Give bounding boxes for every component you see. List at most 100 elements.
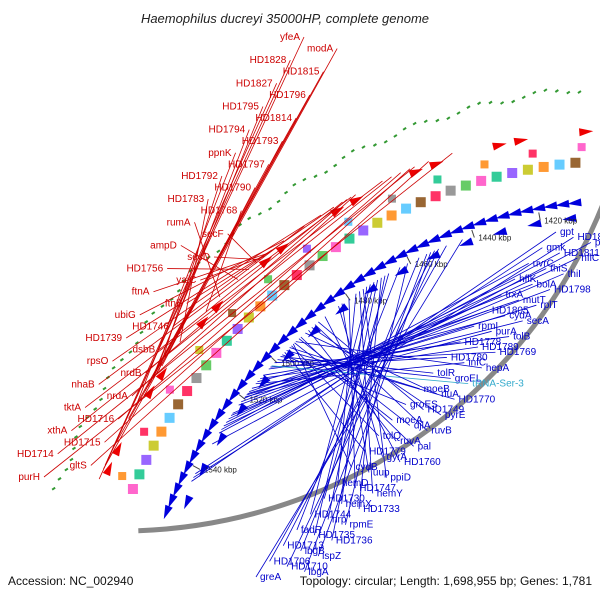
gene-label: HD1747: [359, 483, 396, 494]
leader-line: [282, 354, 407, 405]
gene-label: yfeA: [280, 32, 300, 43]
gc-dot: [283, 190, 289, 195]
forward-gene-arrow: [404, 243, 419, 254]
gene-label: HD1768: [201, 206, 238, 217]
leader-line: [90, 161, 429, 466]
forward-gene-arrow: [294, 317, 308, 330]
leader-line: [57, 166, 415, 455]
forward-gene-arrow: [460, 221, 476, 230]
forward-gene-arrow: [483, 214, 499, 222]
gene-label: gyrA: [387, 452, 408, 463]
gc-dot: [333, 163, 338, 168]
gene-label: HD1710: [291, 562, 328, 573]
gc-dot: [350, 148, 355, 153]
gene-label: secF: [202, 229, 224, 240]
gc-dot: [435, 118, 440, 123]
gc-dot: [102, 386, 107, 391]
forward-gene-arrow: [519, 205, 534, 214]
gene-label: HD1769: [499, 347, 536, 358]
gc-dot: [543, 88, 548, 93]
forward-gene-arrow: [228, 388, 241, 402]
gene-label: HD1798: [554, 285, 591, 296]
gene-label: rpsO: [87, 356, 109, 367]
forward-gene-arrow: [195, 438, 206, 454]
feature-block: [304, 260, 315, 271]
map-title: Haemophilus ducreyi 35000HP, complete ge…: [141, 11, 429, 26]
feature-block: [577, 143, 586, 152]
reverse-gene-arrow: [492, 142, 507, 151]
gene-label: hemX: [346, 499, 372, 510]
gc-dot: [98, 397, 104, 402]
forward-gene-arrow: [393, 249, 408, 260]
leader-line: [348, 298, 356, 489]
forward-gene-arrow: [201, 428, 213, 443]
gc-dot: [341, 155, 346, 160]
gc-dot: [276, 199, 281, 204]
gene-label: HD1739: [85, 333, 122, 344]
tick-label: 1480 kbp: [354, 296, 387, 305]
gene-label: tktA: [64, 403, 82, 414]
leader-line: [284, 352, 366, 452]
gene-label: dsbB: [132, 345, 155, 356]
leader-line: [295, 341, 482, 369]
forward-gene-arrow: [258, 375, 271, 389]
gc-dot: [393, 134, 398, 138]
gc-dot: [412, 121, 417, 126]
gene-label: ubiG: [115, 310, 136, 321]
gc-dot: [93, 407, 98, 411]
leader-line: [223, 257, 578, 427]
leader-line: [300, 336, 414, 447]
reverse-gene-labels: yfeAmodAHD1828HD1815HD1827HD1796HD1795HD…: [17, 32, 453, 483]
tick-label: 1440 kbp: [478, 233, 511, 242]
gene-label: mutT: [523, 295, 546, 306]
gc-dot: [521, 95, 526, 100]
gene-label: HD1770: [459, 394, 496, 405]
gene-label: HD1735: [318, 530, 355, 541]
gene-label: ruvB: [431, 426, 452, 437]
feature-block: [228, 309, 237, 318]
gene-label: nrdA: [107, 391, 128, 402]
reverse-gene-arrow: [102, 461, 113, 477]
gene-label: pal: [418, 441, 431, 452]
forward-gene-arrow: [335, 303, 349, 315]
leader-line: [358, 277, 382, 510]
gene-label: uup: [373, 467, 390, 478]
forward-gene-arrow: [243, 369, 256, 383]
gene-label: moeA: [396, 415, 422, 426]
gc-dot: [73, 435, 79, 439]
forward-gene-arrow: [472, 217, 487, 226]
gc-dot: [268, 206, 273, 211]
feature-block: [460, 180, 471, 191]
gene-label: trxA: [505, 290, 523, 301]
forward-gene-arrow: [562, 213, 577, 222]
gene-label: gpt: [560, 227, 574, 238]
gene-label: groES: [410, 400, 438, 411]
leader-line: [232, 294, 502, 414]
gene-label: HD1783: [168, 194, 205, 205]
leader-line: [98, 196, 352, 385]
gene-label: infC: [468, 358, 486, 369]
feature-block: [291, 270, 302, 281]
gene-label: gltS: [70, 460, 88, 471]
gc-dot: [247, 216, 252, 221]
gene-label: HD1733: [363, 504, 400, 515]
gene-label: HD1815: [283, 67, 320, 78]
feature-block: [243, 312, 254, 323]
gene-label: fadR: [301, 525, 322, 536]
feature-block: [165, 385, 174, 394]
leader-line: [305, 332, 438, 395]
tick-label: 1540 kbp: [204, 465, 237, 474]
gene-label: bolA: [537, 279, 557, 290]
genome-backbone: [138, 204, 600, 534]
forward-gene-arrow: [221, 398, 233, 412]
gene-label: rluA: [441, 389, 459, 400]
gene-label: HD1811: [564, 248, 600, 259]
gene-label: ruvA: [400, 436, 421, 447]
gene-label: HD1796: [269, 90, 306, 101]
gene-label: HD1793: [242, 136, 279, 147]
gc-dot: [466, 105, 471, 109]
feature-block: [401, 203, 412, 214]
gc-dot: [64, 467, 69, 472]
